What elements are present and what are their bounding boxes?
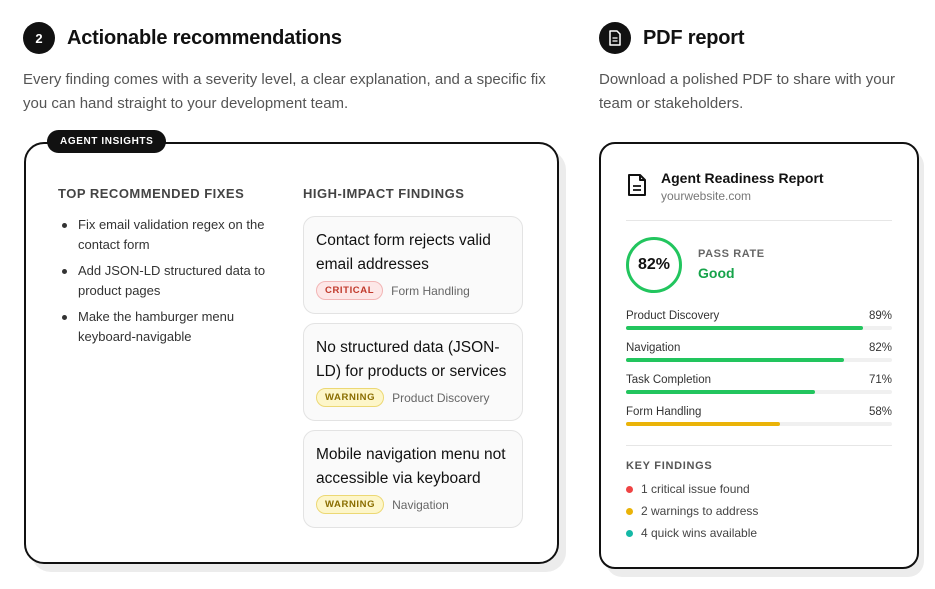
metric-row: Form Handling 58%	[626, 406, 892, 430]
severity-badge: CRITICAL	[316, 281, 384, 300]
metric-label: Form Handling	[626, 406, 702, 418]
progress-fill	[626, 358, 845, 362]
divider	[626, 445, 892, 446]
progress-track	[626, 358, 892, 362]
pass-rate-label: PASS RATE	[698, 248, 765, 260]
fixes-heading: TOP RECOMMENDED FIXES	[58, 186, 245, 201]
pdf-report-header: PDF report	[599, 22, 745, 54]
progress-track	[626, 390, 892, 394]
document-icon	[599, 22, 631, 54]
findings-heading: HIGH-IMPACT FINDINGS	[303, 186, 465, 201]
metric-value: 82%	[868, 342, 892, 354]
fix-text: Fix email validation regex on the	[78, 217, 265, 232]
description-line: you can hand straight to your developmen…	[23, 95, 349, 112]
key-finding-item: 2 warnings to address	[626, 504, 758, 518]
severity-badge: WARNING	[316, 495, 385, 514]
step-number-badge: 2	[23, 22, 55, 54]
finding-title: Contact form rejects valid email address…	[316, 229, 510, 277]
finding-meta: CRITICAL Form Handling	[316, 281, 510, 300]
list-item: Make the hamburger menu keyboard-navigab…	[60, 307, 275, 347]
fix-text: keyboard-navigable	[78, 329, 192, 344]
progress-fill	[626, 326, 863, 330]
pdf-report-card	[599, 142, 919, 569]
finding-card[interactable]: No structured data (JSON- LD) for produc…	[303, 323, 523, 421]
fix-text: contact form	[78, 237, 150, 252]
key-finding-item: 4 quick wins available	[626, 526, 757, 540]
finding-category: Navigation	[392, 497, 449, 512]
section-description: Every finding comes with a severity leve…	[23, 68, 546, 116]
finding-title: No structured data (JSON- LD) for produc…	[316, 336, 510, 384]
description-line: Every finding comes with a severity leve…	[23, 71, 546, 88]
metric-value: 71%	[868, 374, 892, 386]
progress-track	[626, 422, 892, 426]
status-dot-icon	[626, 485, 633, 493]
finding-title-line: accessible via keyboard	[316, 470, 481, 487]
progress-fill	[626, 422, 781, 426]
key-finding-text: 2 warnings to address	[641, 504, 759, 518]
section-title: PDF report	[643, 26, 745, 49]
finding-title-line: email addresses	[316, 256, 429, 273]
finding-category: Product Discovery	[392, 390, 490, 405]
fixes-list: Fix email validation regex on the contac…	[60, 215, 275, 353]
finding-meta: WARNING Product Discovery	[316, 388, 510, 407]
list-item: Add JSON-LD structured data to product p…	[60, 261, 275, 301]
pass-rate-ring: 82%	[626, 237, 682, 293]
finding-title-line: LD) for products or services	[316, 363, 507, 380]
key-finding-text: 1 critical issue found	[641, 482, 750, 496]
list-item: Fix email validation regex on the contac…	[60, 215, 275, 255]
finding-title-line: Mobile navigation menu not	[316, 446, 506, 463]
finding-category: Form Handling	[391, 283, 470, 298]
status-dot-icon	[626, 507, 633, 515]
metric-label: Product Discovery	[626, 310, 720, 322]
description-line: Download a polished PDF to share with yo…	[599, 71, 895, 88]
section-title: Actionable recommendations	[67, 26, 342, 49]
finding-title: Mobile navigation menu not accessible vi…	[316, 443, 510, 491]
agent-insights-badge: AGENT INSIGHTS	[47, 130, 167, 153]
finding-card[interactable]: Contact form rejects valid email address…	[303, 216, 523, 314]
finding-title-line: No structured data (JSON-	[316, 339, 500, 356]
metric-row: Task Completion 71%	[626, 374, 892, 398]
metric-value: 89%	[868, 310, 892, 322]
divider	[626, 220, 892, 221]
recommendations-header: 2 Actionable recommendations	[23, 22, 342, 54]
pass-rate-value: Good	[698, 265, 735, 281]
progress-track	[626, 326, 892, 330]
report-site: yourwebsite.com	[661, 189, 752, 203]
metric-row: Navigation 82%	[626, 342, 892, 366]
status-dot-icon	[626, 529, 633, 537]
metric-label: Navigation	[626, 342, 681, 354]
key-findings-heading: KEY FINDINGS	[626, 460, 713, 472]
finding-card[interactable]: Mobile navigation menu not accessible vi…	[303, 430, 523, 528]
severity-badge: WARNING	[316, 388, 385, 407]
description-line: team or stakeholders.	[599, 95, 744, 112]
document-icon	[627, 173, 647, 202]
section-description: Download a polished PDF to share with yo…	[599, 68, 895, 116]
fix-text: Add JSON-LD structured data to	[78, 263, 266, 278]
finding-title-line: Contact form rejects valid	[316, 232, 491, 249]
fix-text: Make the hamburger menu	[78, 309, 235, 324]
progress-fill	[626, 390, 815, 394]
key-finding-item: 1 critical issue found	[626, 482, 750, 496]
metric-row: Product Discovery 89%	[626, 310, 892, 334]
key-finding-text: 4 quick wins available	[641, 526, 758, 540]
metric-label: Task Completion	[626, 374, 712, 386]
report-title: Agent Readiness Report	[661, 170, 824, 186]
finding-meta: WARNING Navigation	[316, 495, 510, 514]
fix-text: product pages	[78, 283, 161, 298]
metric-value: 58%	[868, 406, 892, 418]
